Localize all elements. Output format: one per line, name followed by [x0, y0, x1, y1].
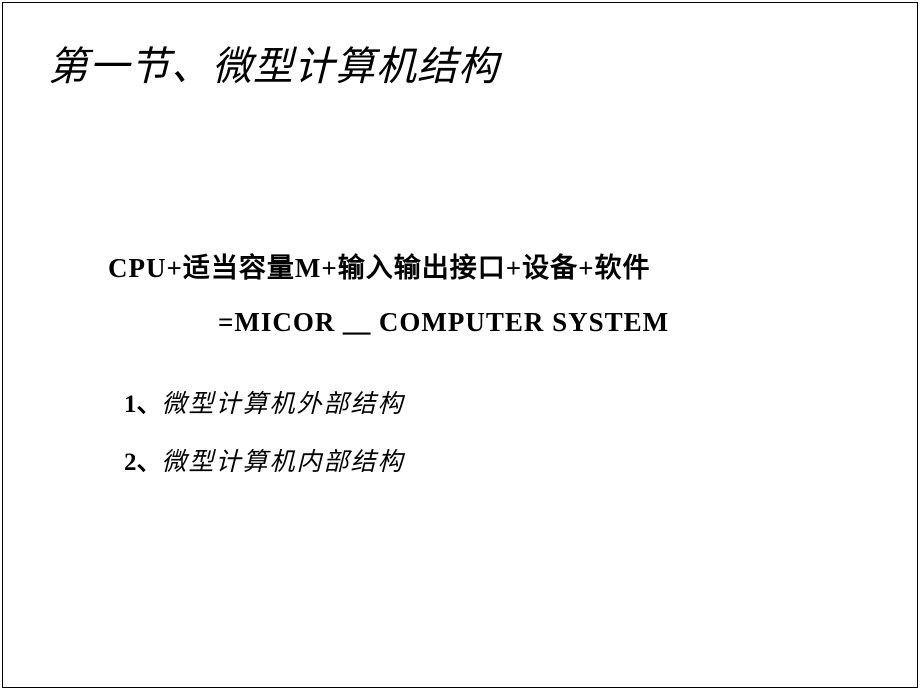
- formula-result: =MICOR ＿ COMPUTER SYSTEM: [218, 300, 669, 339]
- formula-components: CPU+适当容量M+输入输出接口+设备+软件: [108, 246, 651, 285]
- slide-border: [2, 2, 918, 688]
- list-number-1: 1、: [124, 391, 162, 418]
- section-title: 第一节、微型计算机结构: [48, 34, 499, 92]
- list-text-2: 微型计算机内部结构: [162, 449, 405, 476]
- list-text-1: 微型计算机外部结构: [162, 391, 405, 418]
- list-item-1: 1、微型计算机外部结构: [124, 384, 405, 420]
- list-item-2: 2、微型计算机内部结构: [124, 442, 405, 478]
- list-number-2: 2、: [124, 449, 162, 476]
